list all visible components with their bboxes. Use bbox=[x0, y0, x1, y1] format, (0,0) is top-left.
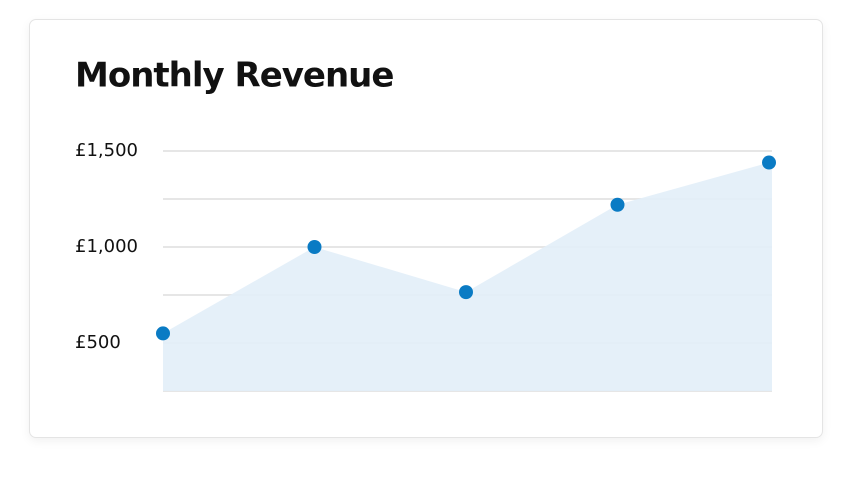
data-point bbox=[307, 240, 322, 254]
area bbox=[163, 162, 772, 391]
y-tick-label: £1,500 bbox=[75, 140, 138, 161]
y-tick-label: £1,000 bbox=[75, 236, 138, 257]
data-point bbox=[156, 326, 170, 341]
chart-title: Monthly Revenue bbox=[75, 56, 393, 96]
data-point bbox=[610, 197, 625, 212]
data-point bbox=[762, 155, 776, 170]
y-tick-label: £500 bbox=[75, 332, 121, 353]
data-point bbox=[459, 285, 473, 300]
